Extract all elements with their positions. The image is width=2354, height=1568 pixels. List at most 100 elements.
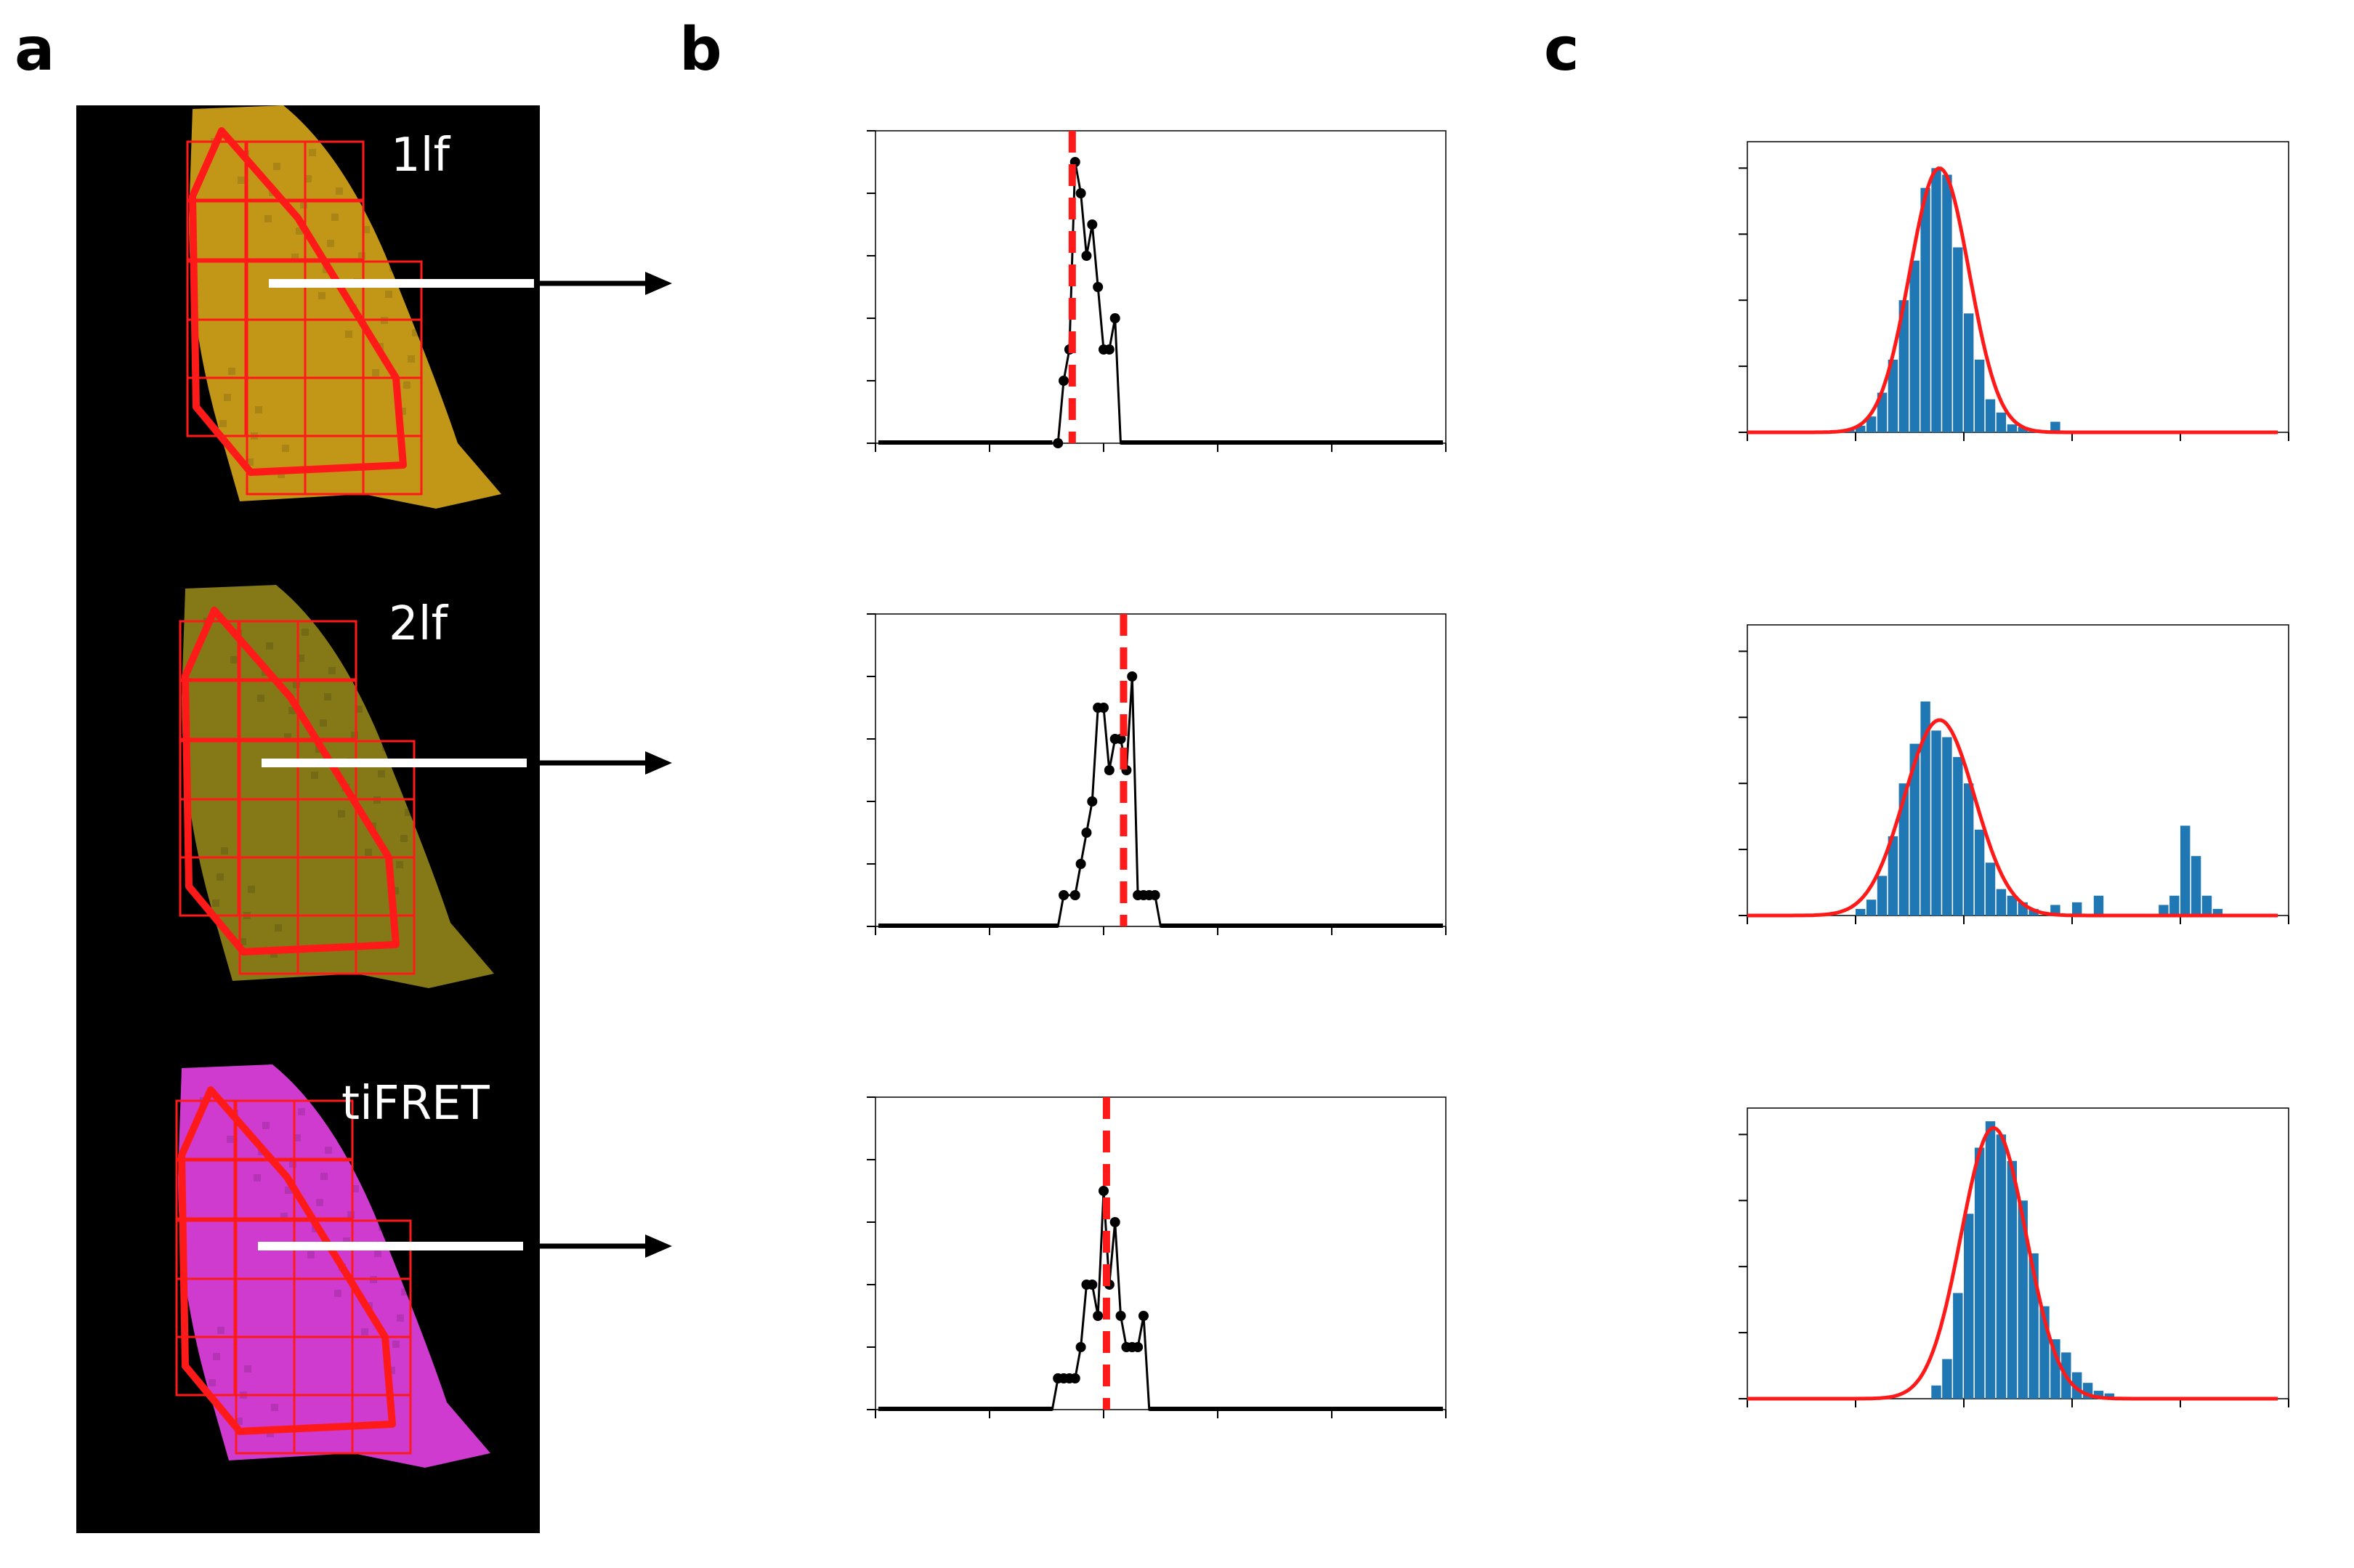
cell-texture xyxy=(355,706,363,713)
cell-texture xyxy=(213,1353,220,1360)
data-point xyxy=(1087,219,1098,230)
data-point xyxy=(1081,251,1092,261)
cell-texture xyxy=(284,733,291,740)
cell-image-1 xyxy=(179,585,527,988)
cell-texture xyxy=(285,1187,292,1194)
cell-image-0 xyxy=(186,105,534,509)
histogram-bar xyxy=(1888,836,1898,916)
cell-texture xyxy=(293,681,300,688)
cell-texture xyxy=(345,331,352,338)
cell-texture xyxy=(336,187,343,195)
histogram-bar xyxy=(1942,1359,1952,1399)
cell-texture xyxy=(331,214,339,221)
data-point xyxy=(1087,796,1098,807)
cell-shape xyxy=(182,585,494,988)
histogram-bar xyxy=(1877,392,1888,432)
data-point xyxy=(1053,438,1064,448)
data-point xyxy=(1149,890,1160,900)
cell-texture xyxy=(374,1250,381,1257)
cell-texture xyxy=(228,368,235,375)
histogram-bar xyxy=(2212,908,2223,916)
cell-texture xyxy=(385,291,392,298)
roi-square xyxy=(175,1159,236,1220)
data-point xyxy=(1081,828,1092,838)
panel-label-b: b xyxy=(679,15,722,84)
data-point xyxy=(1115,734,1126,744)
cell-texture xyxy=(217,1327,225,1334)
cell-texture xyxy=(302,629,309,636)
histogram-bar xyxy=(2201,895,2212,916)
data-point xyxy=(1093,282,1104,292)
roi-polygon xyxy=(189,127,407,476)
roi-square xyxy=(304,140,365,201)
histogram-bar xyxy=(2093,1391,2104,1399)
data-point xyxy=(1075,1342,1086,1352)
histogram-bar xyxy=(2159,905,2169,916)
chart-c-0 xyxy=(1739,141,2289,441)
cell-texture xyxy=(405,809,412,816)
cell-shape xyxy=(189,105,501,509)
cell-texture xyxy=(403,381,410,389)
gaussian-fit-line xyxy=(1747,166,2278,435)
cell-texture xyxy=(221,847,228,854)
arrows xyxy=(540,272,672,1258)
cell-texture xyxy=(318,292,325,299)
cell-texture xyxy=(389,264,397,272)
chart-b-2 xyxy=(867,1096,1447,1418)
cell-texture xyxy=(300,201,307,209)
cell-texture xyxy=(320,719,327,727)
histogram-bar xyxy=(2029,908,2039,916)
histogram-bar xyxy=(1909,260,1920,432)
histogram-bar xyxy=(1920,701,1930,916)
histogram-bar xyxy=(1898,783,1909,916)
cell-texture xyxy=(227,1136,234,1143)
cell-texture xyxy=(361,1328,368,1335)
cell-texture xyxy=(208,926,215,933)
histogram-bar xyxy=(2104,1393,2115,1399)
cell-texture xyxy=(271,1404,278,1411)
gaussian-fit-line xyxy=(1747,1126,2278,1401)
cell-texture xyxy=(405,1262,413,1269)
chart-c-1 xyxy=(1739,624,2289,924)
histogram-bar xyxy=(1877,876,1888,916)
data-point xyxy=(1099,1186,1109,1196)
cell-texture xyxy=(297,655,304,662)
cell-texture xyxy=(238,177,245,184)
plot-frame xyxy=(875,613,1447,927)
cell-texture xyxy=(219,420,227,427)
cell-images-panel: 1lf 2lf tiFRET xyxy=(76,105,540,1533)
histogram-bar xyxy=(1974,829,1985,916)
data-point xyxy=(1104,765,1115,775)
histogram-bar xyxy=(2180,825,2191,916)
cell-texture xyxy=(382,744,389,751)
cell-texture xyxy=(397,1314,404,1322)
cell-texture xyxy=(351,732,358,739)
cell-texture xyxy=(262,1122,270,1129)
cell-texture xyxy=(327,240,334,247)
cell-texture xyxy=(358,252,365,259)
histogram-bar xyxy=(2007,895,2017,916)
image-label-tifret: tiFRET xyxy=(341,1077,490,1131)
histogram-bar xyxy=(1909,743,1920,916)
roi-polygon xyxy=(182,607,400,955)
cell-texture xyxy=(212,900,219,907)
histogram-bar xyxy=(1996,889,2007,916)
histogram-bar xyxy=(1964,1213,1974,1399)
cell-texture xyxy=(289,1160,296,1168)
cell-texture xyxy=(338,810,345,817)
cell-texture xyxy=(311,772,318,779)
cell-texture xyxy=(372,369,379,376)
data-point xyxy=(1075,859,1086,869)
cell-texture xyxy=(215,446,222,453)
cell-shape xyxy=(178,1064,490,1468)
roi-square xyxy=(296,620,357,681)
cell-texture xyxy=(239,938,246,945)
cell-texture xyxy=(320,1173,328,1180)
data-point xyxy=(1059,890,1069,900)
cell-texture xyxy=(298,1108,305,1115)
cell-texture xyxy=(257,695,264,702)
chart-b-0 xyxy=(867,130,1447,452)
cell-texture xyxy=(388,1367,395,1374)
cell-texture xyxy=(217,873,224,881)
histogram-bar xyxy=(2050,1339,2060,1399)
